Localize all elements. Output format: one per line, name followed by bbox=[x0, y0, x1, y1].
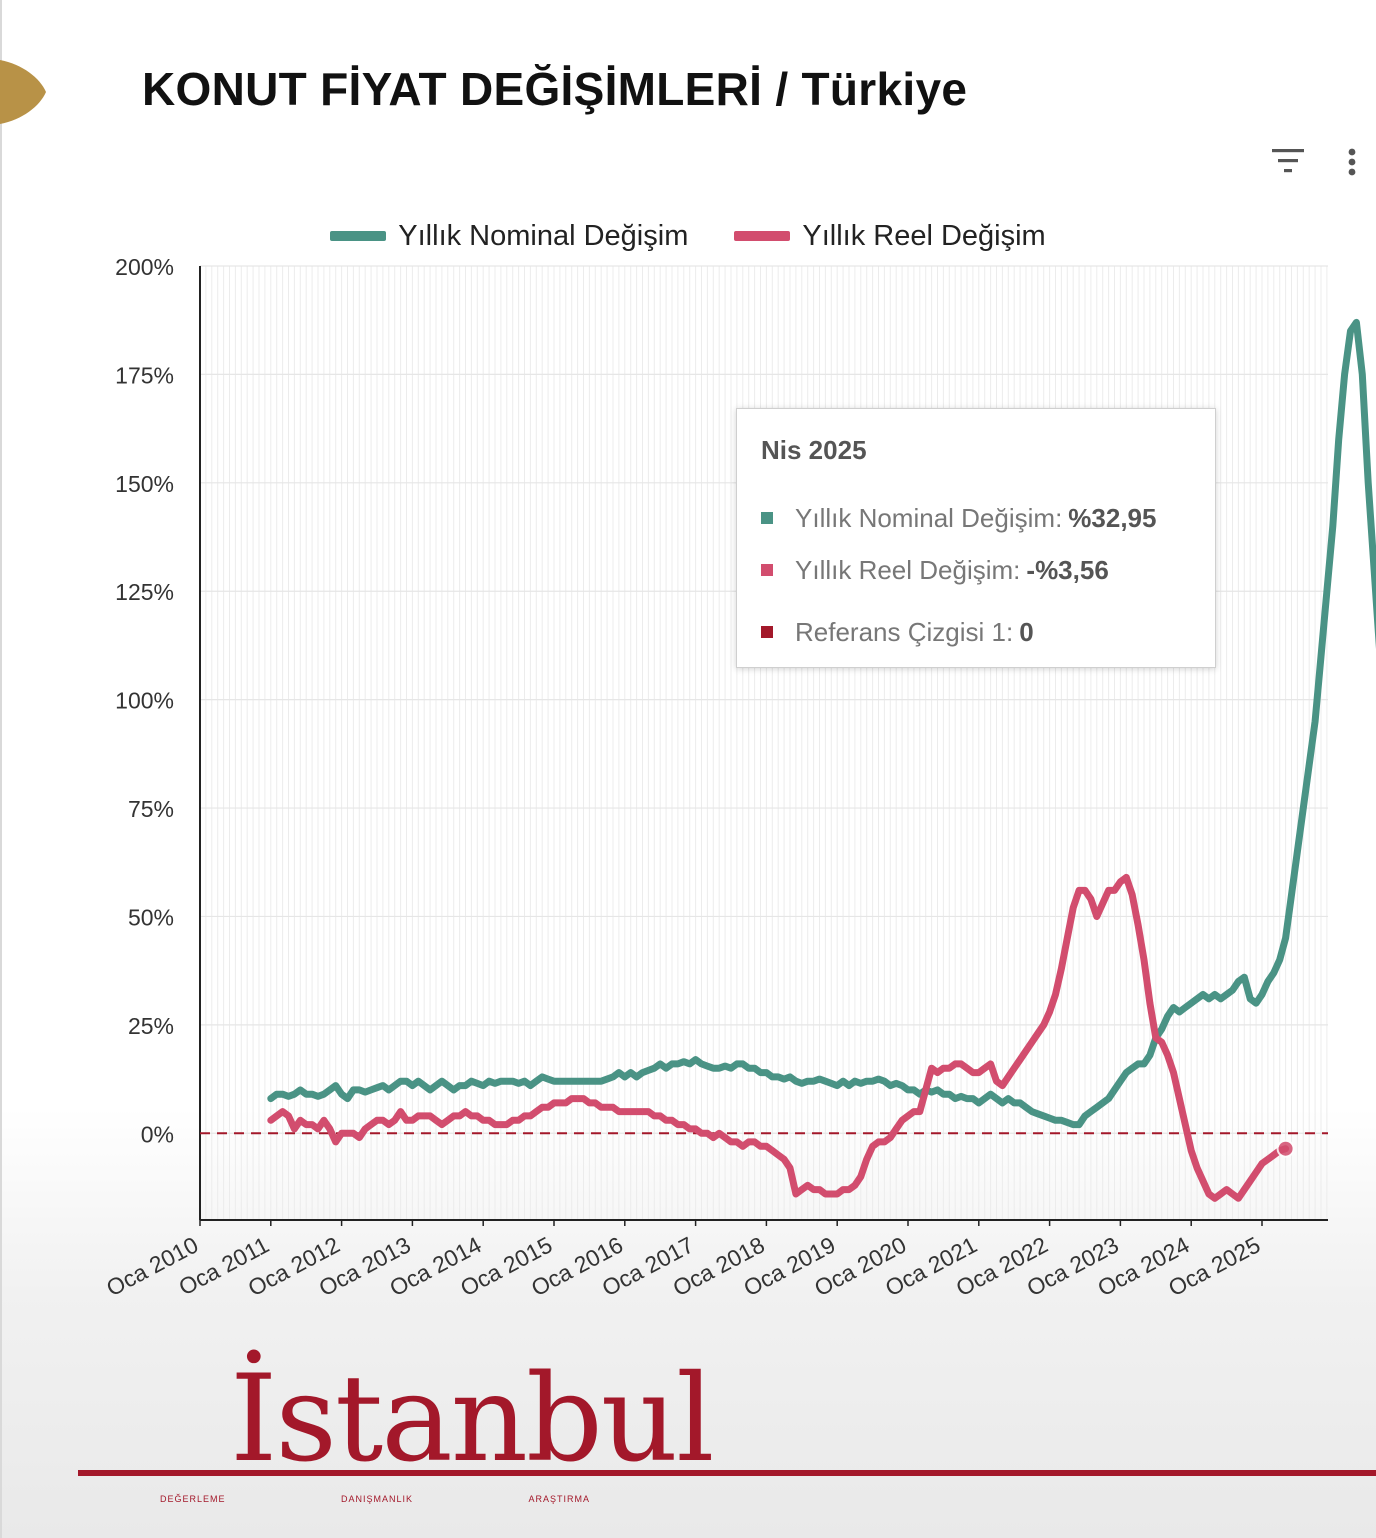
tooltip-reference-value: 0 bbox=[1019, 616, 1034, 647]
brand-tagline: DEĞERLEME DANIŞMANLIK ARAŞTIRMA bbox=[160, 1494, 590, 1504]
y-tick-label: 25% bbox=[128, 1013, 174, 1039]
chart-tooltip: Nis 2025 Yıllık Nominal Değişim: %32,95 … bbox=[736, 408, 1216, 668]
y-tick-label: 75% bbox=[128, 796, 174, 822]
series-point-reel bbox=[1276, 1139, 1295, 1158]
y-tick-label: 200% bbox=[115, 254, 174, 280]
page-title: KONUT FİYAT DEĞİŞİMLERİ / Türkiye bbox=[142, 63, 968, 115]
tooltip-reel-value: -%3,56 bbox=[1026, 554, 1109, 585]
brand-tagline-item: DEĞERLEME bbox=[160, 1494, 226, 1504]
tooltip-marker-reel bbox=[761, 564, 773, 576]
series-line-nominal bbox=[267, 318, 1376, 1129]
brand-leaf-icon bbox=[0, 60, 46, 124]
brand-tagline-item: DANIŞMANLIK bbox=[340, 1494, 413, 1504]
tooltip-marker-reference bbox=[761, 626, 773, 638]
brand-tagline-item: ARAŞTIRMA bbox=[528, 1494, 590, 1504]
more-vertical-icon[interactable] bbox=[1340, 144, 1364, 180]
series-line-reel bbox=[267, 873, 1290, 1202]
y-tick-label: 150% bbox=[115, 471, 174, 497]
tooltip-title: Nis 2025 bbox=[761, 435, 867, 465]
line-chart[interactable]: 0%25%50%75%100%125%150%175%200%Oca 2010O… bbox=[0, 0, 1376, 1340]
tooltip-row-reference: Referans Çizgisi 1: 0 bbox=[761, 606, 1191, 658]
y-tick-label: 100% bbox=[115, 688, 174, 714]
legend-item-reel[interactable]: Yıllık Reel Değişim bbox=[734, 219, 1046, 253]
brand-logo: İstanbul DEĞERLEME DANIŞMANLIK ARAŞTIRMA bbox=[70, 1360, 1376, 1510]
legend-label-reel: Yıllık Reel Değişim bbox=[802, 219, 1046, 252]
tooltip-nominal-value: %32,95 bbox=[1068, 502, 1157, 533]
tooltip-reference-label: Referans Çizgisi 1: bbox=[795, 616, 1014, 647]
y-tick-label: 0% bbox=[141, 1121, 174, 1147]
tooltip-row-nominal: Yıllık Nominal Değişim: %32,95 bbox=[761, 492, 1191, 544]
brand-wordmark: İstanbul bbox=[230, 1350, 715, 1489]
legend-swatch-reel bbox=[734, 231, 791, 241]
y-tick-label: 50% bbox=[128, 904, 174, 930]
brand-underline bbox=[78, 1470, 1376, 1476]
legend-swatch-nominal bbox=[330, 231, 387, 241]
legend-label-nominal: Yıllık Nominal Değişim bbox=[398, 219, 689, 252]
y-tick-label: 175% bbox=[115, 362, 174, 388]
chart-legend: Yıllık Nominal Değişim Yıllık Reel Değiş… bbox=[0, 214, 1376, 258]
tooltip-marker-nominal bbox=[761, 512, 773, 524]
filter-icon[interactable] bbox=[1270, 146, 1306, 176]
legend-item-nominal[interactable]: Yıllık Nominal Değişim bbox=[330, 220, 688, 253]
tooltip-reel-label: Yıllık Reel Değişim: bbox=[795, 554, 1021, 585]
tooltip-row-reel: Yıllık Reel Değişim: -%3,56 bbox=[761, 544, 1191, 596]
card-border bbox=[0, 0, 2, 1538]
tooltip-nominal-label: Yıllık Nominal Değişim: bbox=[795, 502, 1063, 533]
y-tick-label: 125% bbox=[115, 579, 174, 605]
